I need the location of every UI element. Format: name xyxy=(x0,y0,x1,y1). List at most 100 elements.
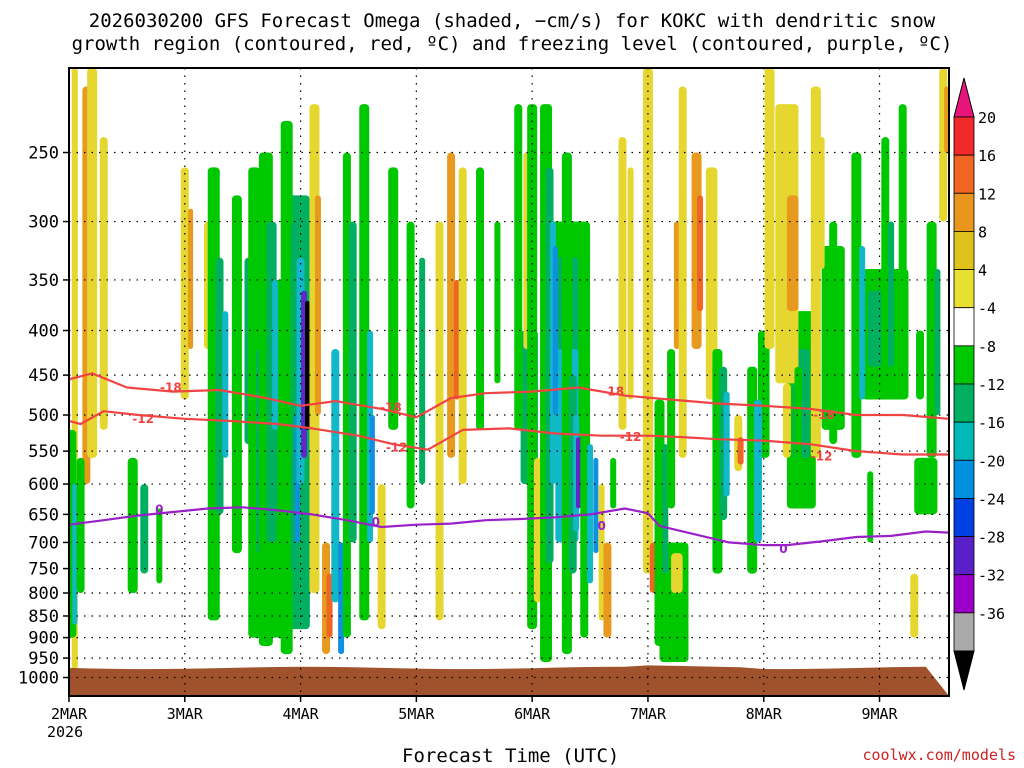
omega-streak xyxy=(794,366,803,509)
omega-streak xyxy=(580,415,589,638)
omega-streak xyxy=(180,167,189,400)
omega-streak xyxy=(552,245,558,416)
contour-label: 0 xyxy=(155,503,163,517)
omega-streak xyxy=(662,444,669,574)
y-tick-label: 500 xyxy=(28,406,59,426)
colorbar: 20 16 12 8 4 -4 -8 -12 -16 -20 -24 -28 -32 -36 xyxy=(953,77,1005,691)
contour-label: 0 xyxy=(597,519,605,533)
y-tick-label: 900 xyxy=(28,629,59,649)
y-tick-label: 350 xyxy=(28,271,59,291)
omega-streak xyxy=(188,208,194,349)
contour-labels: -18 -18 -18 -18 -12 -12 -12 -12 0 0 0 0 xyxy=(132,381,835,556)
colorbar-swatch xyxy=(953,383,975,423)
contour-label: -18 xyxy=(813,408,835,422)
y-tick-label: 700 xyxy=(28,533,59,553)
y-tick-label: 300 xyxy=(28,213,59,233)
omega-streak xyxy=(453,279,460,400)
omega-streak xyxy=(627,167,634,400)
y-tick-label: 800 xyxy=(28,584,59,604)
colorbar-label: -36 xyxy=(978,605,1005,623)
colorbar-bottom-arrow xyxy=(953,650,975,691)
omega-streak xyxy=(737,437,744,465)
omega-streak xyxy=(458,167,467,485)
omega-streak xyxy=(476,167,485,430)
colorbar-label: -16 xyxy=(978,414,1005,432)
plot-frame xyxy=(68,67,950,697)
omega-region xyxy=(671,553,683,594)
omega-streak xyxy=(667,348,676,509)
chart-subtitle: growth region (contoured, red, ºC) and f… xyxy=(71,33,953,55)
contour-label: -12 xyxy=(132,412,154,426)
omega-streak xyxy=(348,221,357,543)
omega-streak xyxy=(514,104,523,430)
omega-streak xyxy=(851,152,862,458)
omega-shading xyxy=(69,68,949,670)
chart-title: 2026030200 GFS Forecast Omega (shaded, −… xyxy=(88,10,936,32)
omega-streak xyxy=(435,221,444,621)
contour-label: -18 xyxy=(380,400,402,414)
contour-lines xyxy=(69,372,949,547)
y-axis: 2503003504004505005506006507007508008509… xyxy=(18,144,69,689)
credit-link[interactable]: coolwx.com/models xyxy=(862,746,1016,764)
omega-streak xyxy=(610,457,617,509)
y-tick-label: 600 xyxy=(28,475,59,495)
omega-streak xyxy=(377,484,386,630)
omega-streak xyxy=(326,573,333,638)
omega-streak xyxy=(654,399,665,646)
contour-dgz_bottom xyxy=(69,410,949,456)
colorbar-swatch xyxy=(953,116,975,156)
omega-region xyxy=(786,195,799,312)
colorbar-label: -32 xyxy=(978,567,1005,585)
omega-streak xyxy=(99,137,108,430)
omega-streak xyxy=(916,330,925,400)
x-tick-label: 4MAR xyxy=(283,705,320,723)
colorbar-label: -24 xyxy=(978,490,1005,508)
omega-streak xyxy=(829,221,838,445)
colorbar-swatch xyxy=(953,231,975,270)
y-tick-label: 850 xyxy=(28,607,59,627)
colorbar-swatch xyxy=(953,536,975,576)
omega-streak xyxy=(369,415,375,515)
terrain xyxy=(69,665,949,696)
colorbar-label: -28 xyxy=(978,529,1005,547)
colorbar-label: -12 xyxy=(978,376,1005,394)
x-axis: 2MAR 3MAR 4MAR 5MAR 6MAR 7MAR 8MAR 9MAR 2026 xyxy=(47,696,899,741)
colorbar-swatch xyxy=(953,421,975,461)
contour-dgz_top xyxy=(69,372,949,420)
omega-streak xyxy=(314,195,321,416)
omega-streak xyxy=(934,268,941,416)
omega-streak xyxy=(810,86,821,458)
colorbar-swatch xyxy=(953,612,975,652)
contour-freezing_level xyxy=(69,506,949,547)
omega-streak xyxy=(575,437,581,509)
omega-streak xyxy=(305,300,311,430)
omega-streak xyxy=(764,68,775,349)
colorbar-label: 4 xyxy=(978,262,987,280)
omega-streak xyxy=(419,257,426,485)
y-tick-label: 250 xyxy=(28,144,59,164)
omega-streak xyxy=(156,508,163,584)
y-tick-label: 450 xyxy=(28,366,59,386)
contour-label: 0 xyxy=(779,542,787,556)
x-tick-label: 5MAR xyxy=(398,705,435,723)
omega-streak xyxy=(753,399,762,543)
omega-streak xyxy=(447,152,456,458)
contour-label: -12 xyxy=(811,450,833,464)
omega-streak xyxy=(331,348,340,603)
omega-streak xyxy=(359,104,370,621)
x-tick-label: 9MAR xyxy=(861,705,898,723)
omega-streak xyxy=(818,137,825,269)
omega-streak xyxy=(72,484,78,625)
x-tick-label: 3MAR xyxy=(167,705,204,723)
omega-region xyxy=(914,457,938,515)
omega-streak xyxy=(697,195,704,312)
omega-streak xyxy=(881,137,890,400)
terrain-band xyxy=(69,665,949,696)
omega-streak xyxy=(215,257,224,515)
colorbar-swatch xyxy=(953,269,975,309)
omega-streak xyxy=(140,484,149,574)
omega-streak xyxy=(867,471,874,543)
omega-streak xyxy=(910,573,919,638)
colorbar-label: -4 xyxy=(978,300,996,318)
colorbar-swatch xyxy=(953,154,975,194)
